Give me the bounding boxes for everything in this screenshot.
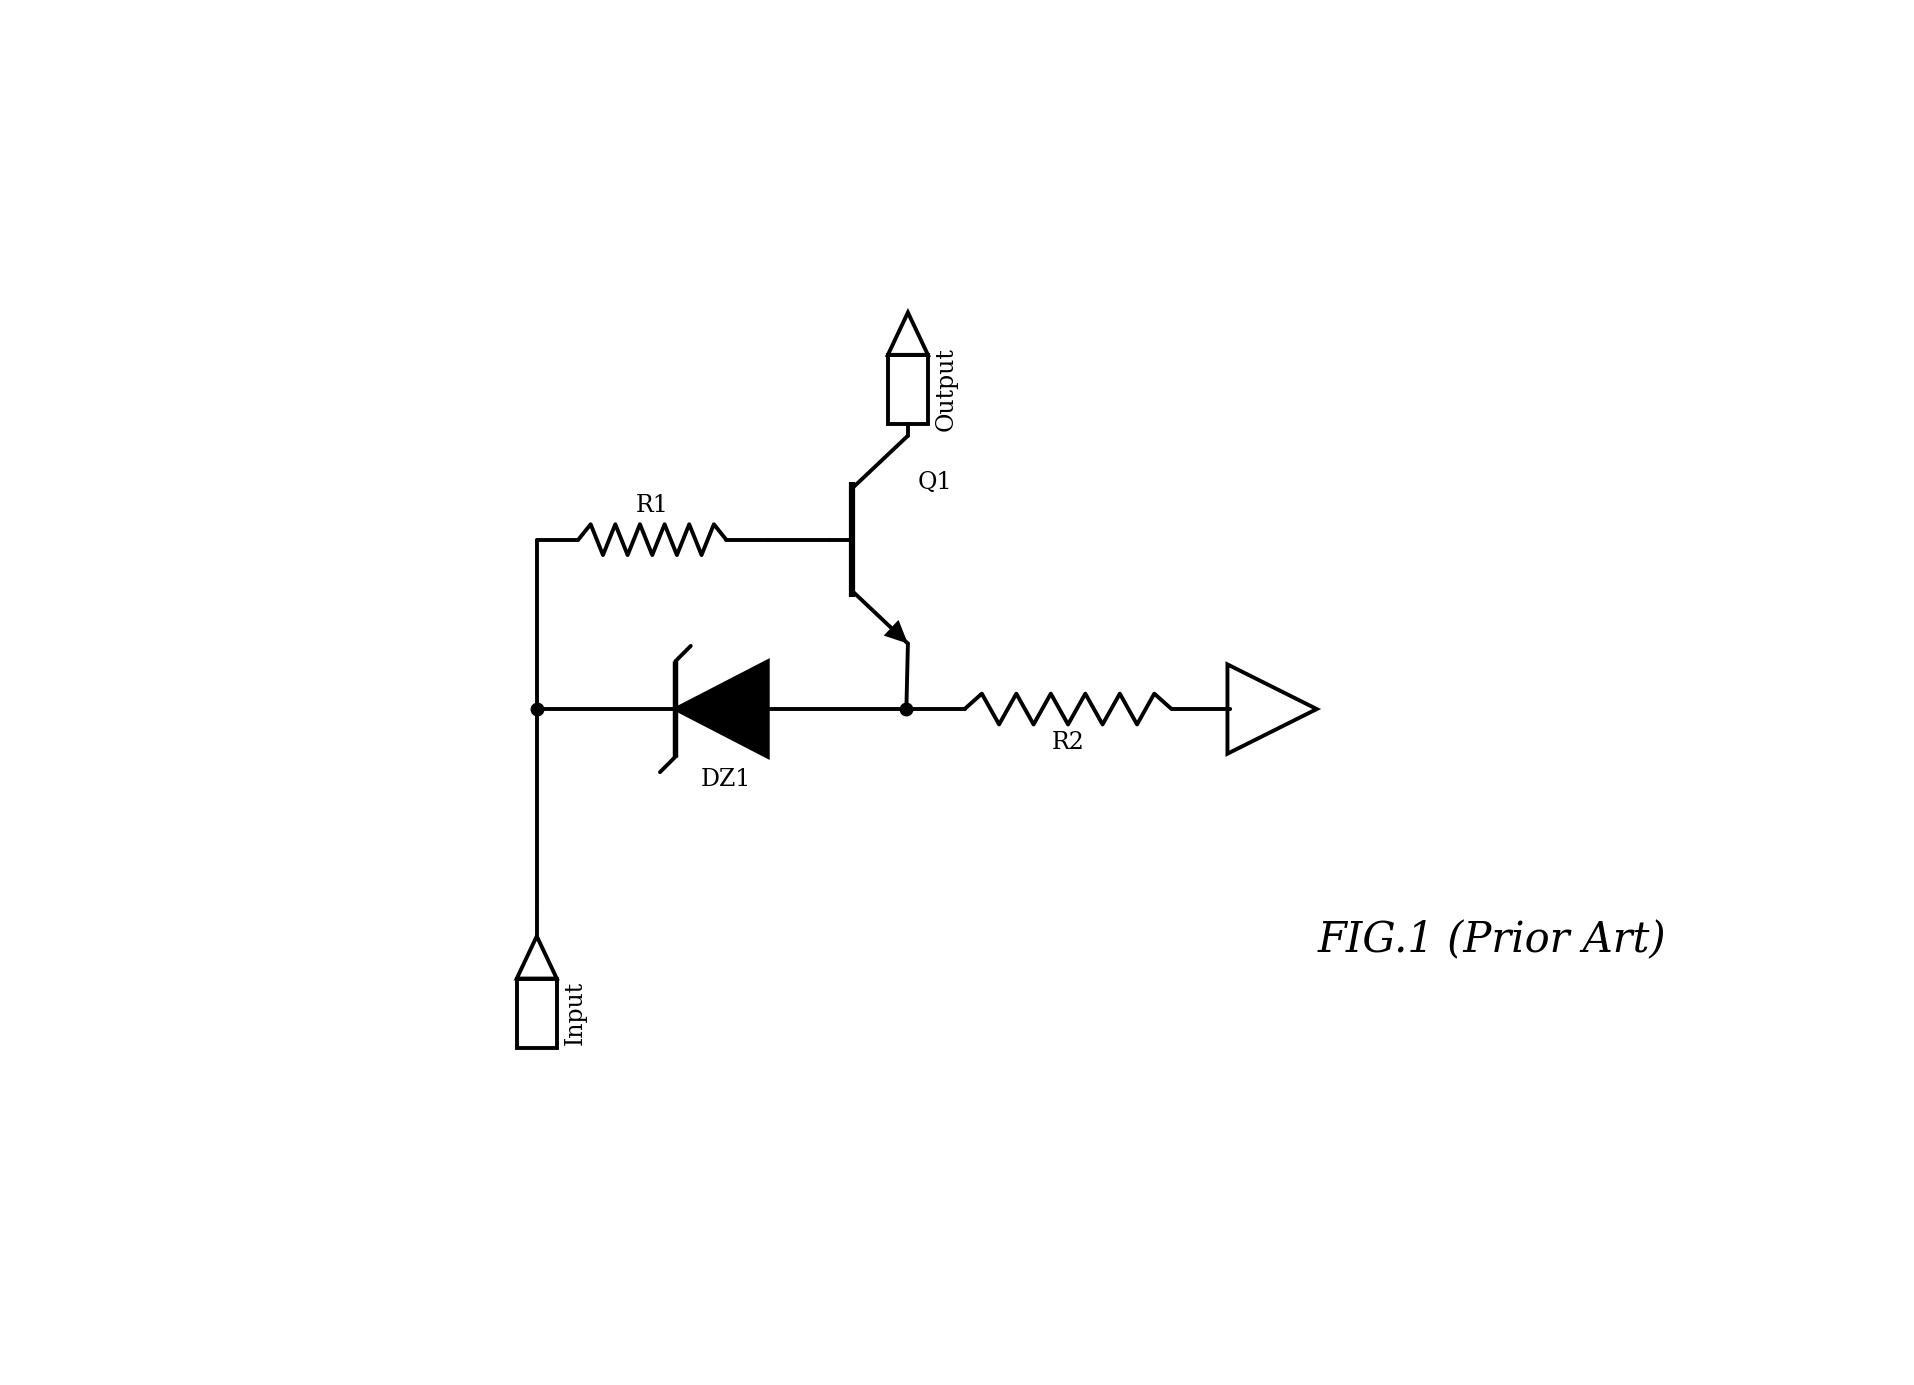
Polygon shape [517,936,557,979]
Text: Q1: Q1 [917,471,951,493]
Text: Output: Output [934,348,957,432]
Text: R1: R1 [635,493,668,517]
Text: FIG.1 (Prior Art): FIG.1 (Prior Art) [1317,920,1665,961]
Text: DZ1: DZ1 [701,769,750,791]
Polygon shape [1227,665,1317,753]
Bar [517,979,557,1048]
Text: R2: R2 [1051,731,1083,753]
Text: Input: Input [563,981,586,1046]
Polygon shape [882,620,907,644]
Bar [888,355,928,424]
Polygon shape [888,313,928,355]
Polygon shape [676,661,768,756]
